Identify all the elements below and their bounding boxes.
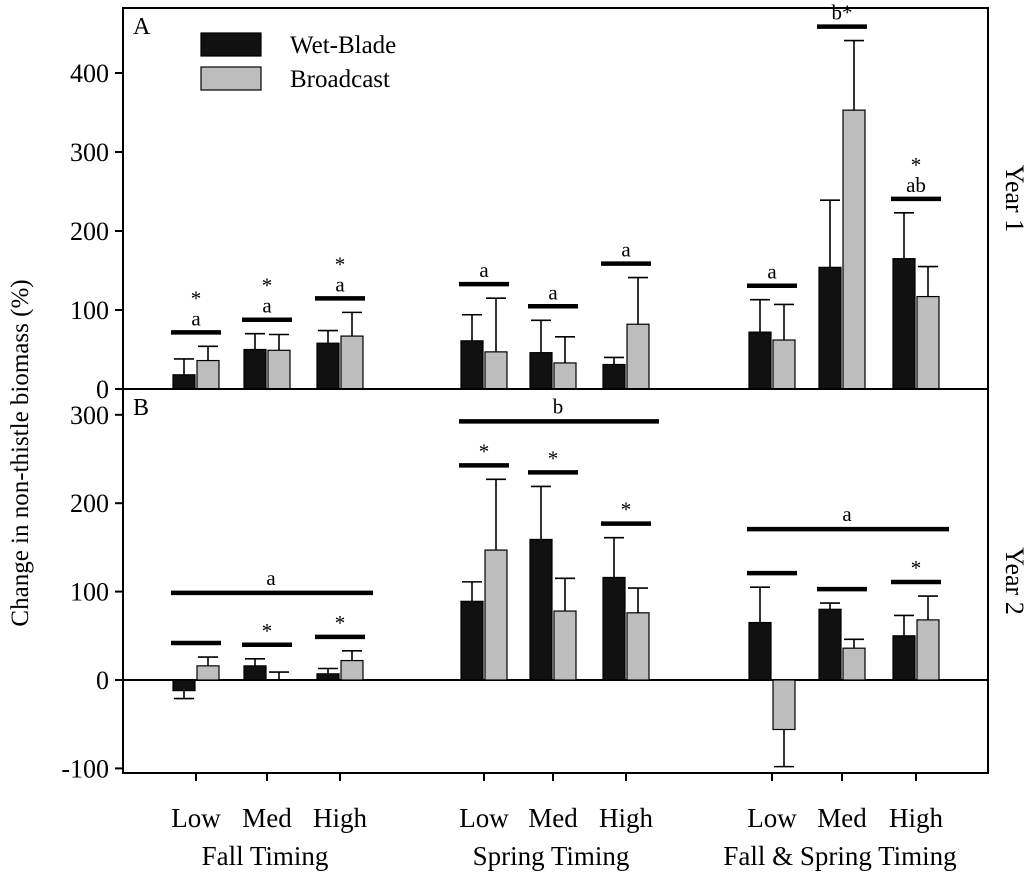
y-tick-label: 300 — [70, 138, 109, 167]
x-group-label: Spring Timing — [473, 841, 630, 871]
bar-broadcast — [553, 610, 577, 681]
bar-wet-blade — [243, 348, 267, 390]
significance-label: a — [767, 260, 777, 284]
axis-labels: Change in non-thistle biomass (%) — [7, 279, 34, 626]
significance-label: * — [262, 619, 273, 643]
x-category-label: Med — [817, 803, 867, 833]
group-significance-label: a — [842, 502, 852, 526]
bar-wet-blade — [460, 340, 484, 390]
legend-swatch-wet-blade — [200, 32, 262, 57]
y-tick-label: 0 — [96, 666, 109, 695]
bar-broadcast — [772, 679, 796, 731]
bar-broadcast — [196, 359, 220, 390]
y-tick-label: 100 — [70, 578, 109, 607]
bar-wet-blade — [748, 331, 772, 390]
significance-label: ab — [906, 173, 926, 197]
significance-label: * — [335, 252, 346, 276]
y-tick-label: 300 — [70, 401, 109, 430]
x-category-label: Med — [242, 803, 292, 833]
significance-label: a — [262, 294, 272, 318]
bar-broadcast — [484, 549, 508, 681]
significance-label: * — [911, 556, 922, 580]
x-category-label: Med — [528, 803, 578, 833]
bar-broadcast — [340, 659, 364, 681]
y-tick-label: 0 — [96, 375, 109, 404]
significance-label: a — [191, 306, 201, 330]
significance-label: * — [335, 611, 346, 635]
bar-broadcast — [267, 349, 291, 390]
significance-label: a — [621, 238, 631, 262]
bar-broadcast — [484, 351, 508, 390]
x-category-label: Low — [747, 803, 797, 833]
bar-wet-blade — [243, 665, 267, 681]
x-category-label: Low — [171, 803, 221, 833]
significance-label: * — [479, 439, 490, 463]
legend-label: Broadcast — [290, 66, 390, 93]
bar-broadcast — [553, 362, 577, 390]
x-category-label: High — [889, 803, 944, 833]
bar-wet-blade — [602, 363, 626, 390]
bar-broadcast — [916, 295, 940, 390]
panel-b-year-2: -100 0 100 200 300 B Year 2 * * * * * * a b a — [61, 388, 1024, 783]
bar-wet-blade — [316, 673, 340, 681]
bar-wet-blade — [529, 538, 553, 681]
significance-label: * — [191, 286, 202, 310]
y-tick-label: 100 — [70, 296, 109, 325]
bar-broadcast — [196, 665, 220, 681]
legend: Wet-Blade Broadcast — [200, 32, 396, 93]
x-category-labels: Low Med High Fall Timing Low Med High Spring Ti… — [171, 803, 956, 871]
bar-broadcast — [842, 647, 866, 681]
x-group-label: Fall Timing — [202, 841, 329, 871]
bar-broadcast — [916, 619, 940, 681]
bar-wet-blade — [602, 576, 626, 681]
x-group-label: Fall & Spring Timing — [723, 841, 956, 871]
bar-wet-blade — [818, 608, 842, 681]
panel-letter: B — [133, 395, 149, 421]
significance-label: a — [335, 272, 345, 296]
plot-frame — [122, 388, 989, 774]
bar-wet-blade — [818, 266, 842, 390]
legend-label: Wet-Blade — [290, 32, 396, 59]
y-tick-label: -100 — [61, 754, 109, 783]
significance-label: * — [548, 446, 559, 470]
group-significance-label: a — [266, 566, 276, 590]
bar-wet-blade — [316, 342, 340, 390]
y-tick-label: 200 — [70, 489, 109, 518]
bar-broadcast — [626, 323, 650, 390]
y-axis-label: Change in non-thistle biomass (%) — [7, 279, 34, 626]
x-category-label: High — [599, 803, 654, 833]
bar-wet-blade — [892, 258, 916, 390]
significance-label: a — [479, 258, 489, 282]
bar-broadcast — [626, 612, 650, 681]
bar-broadcast — [772, 339, 796, 390]
bar-wet-blade — [172, 679, 196, 692]
row-label: Year 2 — [1000, 547, 1024, 614]
legend-swatch-broadcast — [200, 66, 262, 91]
y-tick-label: 200 — [70, 217, 109, 246]
x-category-label: Low — [459, 803, 509, 833]
bar-wet-blade — [172, 374, 196, 390]
group-significance-label: b — [553, 394, 564, 418]
significance-label: * — [911, 153, 922, 177]
panel-letter: A — [133, 14, 151, 40]
bar-broadcast — [842, 109, 866, 390]
bar-wet-blade — [529, 352, 553, 390]
y-tick-label: 400 — [70, 59, 109, 88]
bar-wet-blade — [460, 600, 484, 681]
bar-wet-blade — [892, 635, 916, 681]
bar-wet-blade — [748, 621, 772, 681]
significance-label: a — [548, 280, 558, 304]
bar-broadcast — [340, 335, 364, 390]
significance-label: * — [621, 498, 632, 522]
significance-label: b* — [832, 1, 853, 25]
row-label: Year 1 — [1000, 165, 1024, 232]
x-category-label: High — [313, 803, 368, 833]
significance-label: * — [262, 274, 273, 298]
